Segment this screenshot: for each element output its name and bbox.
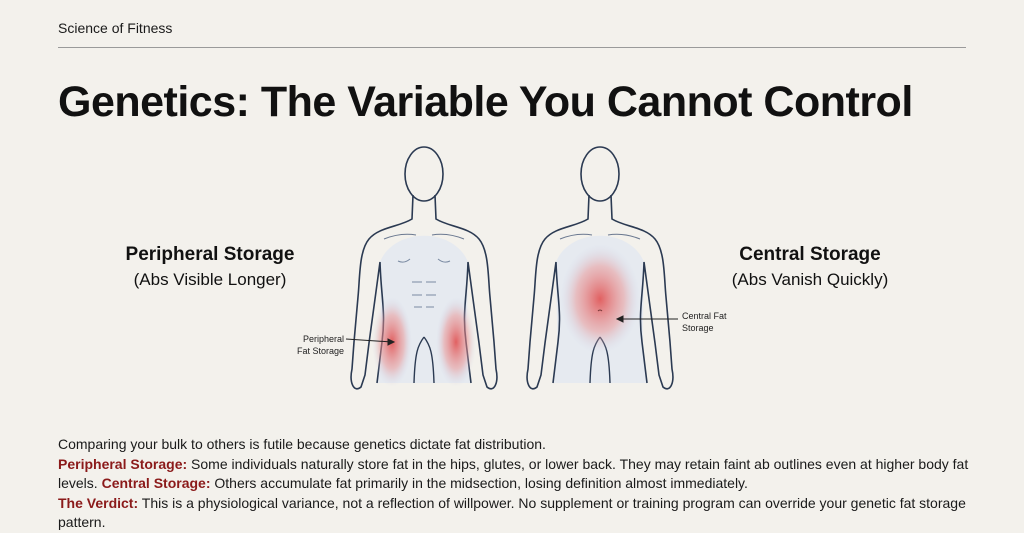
verdict-text: This is a physiological variance, not a … (58, 494, 966, 531)
verdict-paragraph: The Verdict: This is a physiological var… (58, 494, 978, 533)
peripheral-heading: Peripheral Storage (125, 244, 295, 265)
storage-paragraph: Peripheral Storage: Some individuals nat… (58, 455, 978, 494)
peripheral-callout-arrow (345, 338, 393, 343)
peripheral-label: Peripheral Storage: (58, 455, 188, 472)
callout-line: Storage (682, 323, 714, 333)
section-kicker: Science of Fitness (58, 20, 173, 36)
peripheral-heading-block: Peripheral Storage (Abs Visible Longer) (100, 244, 320, 290)
peripheral-subheading: (Abs Visible Longer) (133, 270, 287, 289)
central-figure (527, 147, 673, 389)
callout-line: Central Fat (682, 311, 727, 321)
central-heading-block: Central Storage (Abs Vanish Quickly) (700, 244, 920, 290)
hip-fat-right (436, 297, 476, 387)
central-label: Central Storage: (101, 475, 211, 491)
intro-text: Comparing your bulk to others is futile … (58, 436, 546, 452)
peripheral-callout-label: Peripheral Fat Storage (292, 333, 344, 357)
belly-fat (560, 244, 640, 354)
callout-line: Fat Storage (296, 346, 344, 356)
peripheral-text: Some individuals naturally store fat in … (58, 455, 969, 492)
page-title: Genetics: The Variable You Cannot Contro… (58, 78, 913, 126)
central-callout-label: Central Fat Storage (682, 310, 727, 334)
explanation-text: Comparing your bulk to others is futile … (58, 435, 978, 533)
central-heading: Central Storage (739, 244, 881, 265)
divider (58, 47, 966, 48)
central-text: Others accumulate fat primarily in the m… (210, 475, 748, 491)
central-subheading: (Abs Vanish Quickly) (731, 270, 889, 289)
verdict-label: The Verdict: (58, 494, 139, 511)
peripheral-figure (351, 147, 497, 389)
callout-line: Peripheral (302, 334, 344, 344)
body-illustrations (345, 0, 678, 400)
